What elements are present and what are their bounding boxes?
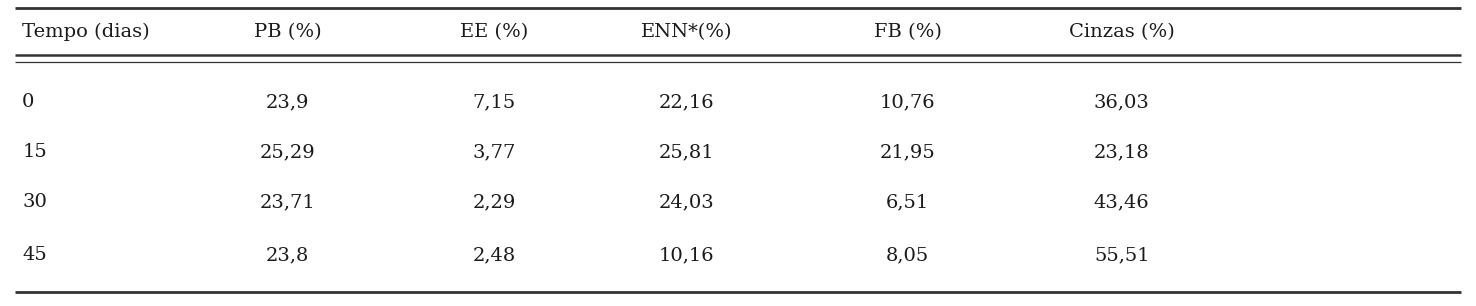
Text: 3,77: 3,77 <box>472 143 517 161</box>
Text: PB (%): PB (%) <box>254 23 322 41</box>
Text: 25,81: 25,81 <box>658 143 714 161</box>
Text: 6,51: 6,51 <box>886 193 930 211</box>
Text: 7,15: 7,15 <box>472 93 517 111</box>
Text: 23,9: 23,9 <box>266 93 310 111</box>
Text: 43,46: 43,46 <box>1094 193 1150 211</box>
Text: 23,8: 23,8 <box>266 246 310 264</box>
Text: Tempo (dias): Tempo (dias) <box>22 23 149 41</box>
Text: 8,05: 8,05 <box>886 246 930 264</box>
Text: 23,18: 23,18 <box>1094 143 1150 161</box>
Text: 2,48: 2,48 <box>472 246 517 264</box>
Text: 45: 45 <box>22 246 47 264</box>
Text: 23,71: 23,71 <box>260 193 316 211</box>
Text: 2,29: 2,29 <box>472 193 517 211</box>
Text: 55,51: 55,51 <box>1094 246 1150 264</box>
Text: 10,76: 10,76 <box>880 93 936 111</box>
Text: 36,03: 36,03 <box>1094 93 1150 111</box>
Text: 0: 0 <box>22 93 34 111</box>
Text: 15: 15 <box>22 143 47 161</box>
Text: ENN*(%): ENN*(%) <box>641 23 732 41</box>
Text: 10,16: 10,16 <box>658 246 714 264</box>
Text: 25,29: 25,29 <box>260 143 316 161</box>
Text: 24,03: 24,03 <box>658 193 714 211</box>
Text: 21,95: 21,95 <box>880 143 936 161</box>
Text: 22,16: 22,16 <box>658 93 714 111</box>
Text: Cinzas (%): Cinzas (%) <box>1069 23 1175 41</box>
Text: FB (%): FB (%) <box>874 23 942 41</box>
Text: EE (%): EE (%) <box>461 23 528 41</box>
Text: 30: 30 <box>22 193 47 211</box>
